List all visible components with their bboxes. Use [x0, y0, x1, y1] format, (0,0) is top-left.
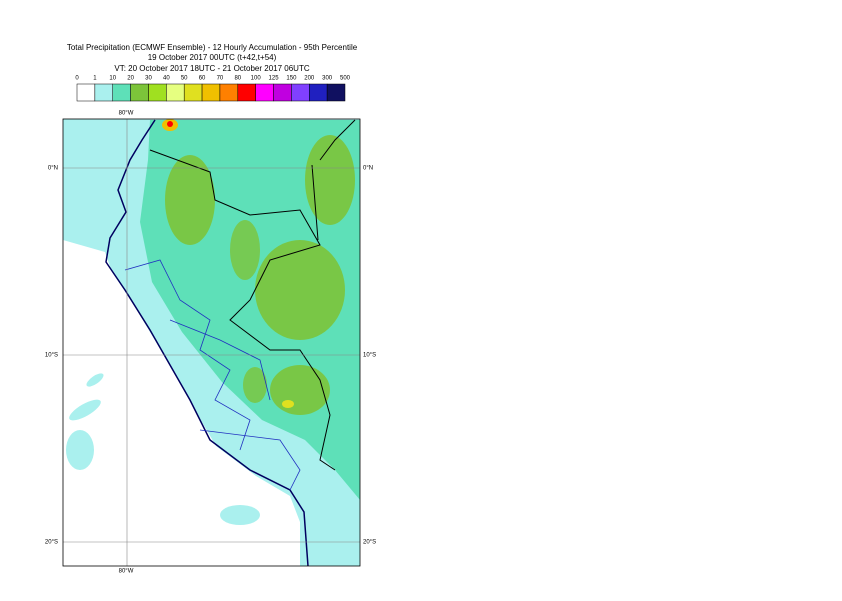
- precip-patch: [165, 155, 215, 245]
- legend-swatch: [291, 83, 310, 102]
- precip-patch: [243, 367, 267, 403]
- country-border: [149, 119, 356, 471]
- legend-swatch: [219, 83, 239, 102]
- precip-patch: [230, 220, 260, 280]
- map-frame: [62, 118, 361, 567]
- legend-tick-label: 10: [109, 76, 116, 82]
- precip-patch: [69, 399, 101, 421]
- precip-patch: [305, 135, 355, 225]
- precip-patch: [270, 365, 330, 415]
- lat-label: 20°S: [363, 540, 376, 546]
- legend-tick-label: 300: [322, 76, 333, 82]
- legend-swatch: [183, 83, 203, 102]
- legend-swatch: [309, 83, 328, 102]
- legend-swatch: [76, 83, 96, 102]
- legend-tick-label: 60: [199, 76, 206, 82]
- lat-label: 0°N: [48, 166, 58, 172]
- legend-tick-label: 150: [286, 76, 297, 82]
- legend-tick-label: 100: [251, 76, 262, 82]
- precip-patch: [282, 400, 294, 408]
- precip-patch: [255, 240, 345, 340]
- legend-tick-label: 200: [304, 76, 315, 82]
- legend-swatch: [255, 83, 274, 102]
- legend-swatch: [273, 83, 292, 102]
- legend-swatch: [237, 83, 256, 102]
- legend-tick-label: 500: [340, 76, 351, 82]
- precip-patch: [66, 430, 94, 470]
- legend-tick-label: 80: [234, 76, 241, 82]
- precip-patch: [167, 121, 173, 127]
- legend-swatch: [326, 83, 346, 102]
- lat-label: 10°S: [45, 353, 58, 359]
- legend-tick-label: 50: [181, 76, 188, 82]
- map: 80°W 80°W 0°N 10°S 20°S 0°N 10°S 20°S: [45, 111, 376, 575]
- precip-patch: [86, 373, 104, 387]
- lon-label: 80°W: [119, 569, 134, 575]
- legend-tick-label: 125: [269, 76, 280, 82]
- lon-label: 80°W: [119, 111, 134, 117]
- legend-tick-label: 20: [127, 76, 134, 82]
- legend-tick-label: 1: [93, 76, 97, 82]
- lat-label: 20°S: [45, 540, 58, 546]
- legend-swatch: [201, 83, 221, 102]
- legend-tick-label: 30: [145, 76, 152, 82]
- legend-swatch: [94, 83, 113, 102]
- legend-swatch: [112, 83, 131, 102]
- lat-label: 10°S: [363, 353, 376, 359]
- legend-tick-label: 0: [75, 76, 79, 82]
- legend: 0 1 10 20 30 40 50 60 70 80 100 125 150 200 300 500: [75, 76, 351, 102]
- subtitle: 19 October 2017 00UTC (t+42,t+54): [148, 53, 277, 62]
- legend-swatch: [148, 83, 167, 102]
- title: Total Precipitation (ECMWF Ensemble) - 1…: [67, 43, 358, 52]
- legend-swatch: [166, 83, 185, 102]
- coastline: [105, 119, 309, 566]
- legend-tick-label: 40: [163, 76, 170, 82]
- valid-time: VT: 20 October 2017 18UTC - 21 October 2…: [114, 64, 309, 73]
- legend-swatch: [130, 83, 149, 102]
- lat-label: 0°N: [363, 166, 373, 172]
- region-border: [124, 259, 301, 491]
- ocean: [63, 240, 300, 566]
- precip-patch: [220, 505, 260, 525]
- legend-tick-label: 70: [217, 76, 224, 82]
